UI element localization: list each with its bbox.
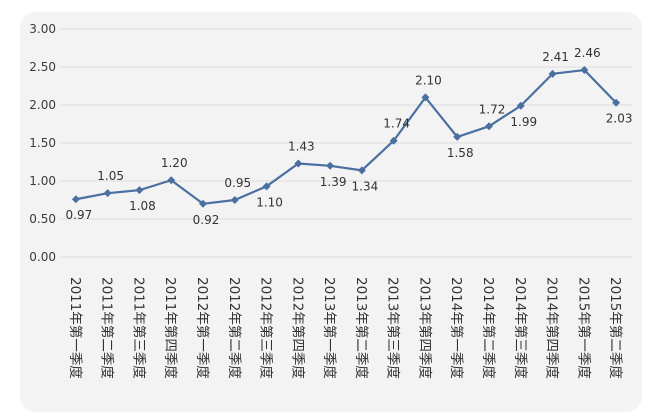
x-category-label: 2013年第二季度 xyxy=(353,277,370,379)
y-tick-label: 3.00 xyxy=(29,22,56,36)
data-value-label: 2.46 xyxy=(574,46,601,60)
x-category-label: 2011年第三季度 xyxy=(130,277,147,379)
data-point-marker xyxy=(104,189,112,197)
x-category-label: 2015年第一季度 xyxy=(575,277,592,379)
data-value-label: 0.95 xyxy=(224,176,251,190)
data-value-label: 2.41 xyxy=(542,50,569,64)
data-value-label: 1.43 xyxy=(288,140,315,154)
data-point-marker xyxy=(135,186,143,194)
x-category-label: 2014年第四季度 xyxy=(544,277,561,379)
data-value-label: 1.10 xyxy=(256,195,283,209)
line-chart: 0.000.501.001.502.002.503.00 2011年第一季度 20… xyxy=(20,12,642,412)
data-value-label: 2.10 xyxy=(415,73,442,87)
x-category-label: 2011年第一季度 xyxy=(67,277,84,379)
data-value-label: 1.99 xyxy=(510,115,537,129)
data-value-label: 1.34 xyxy=(352,179,379,193)
data-point-marker xyxy=(72,195,80,203)
data-value-label: 1.58 xyxy=(447,146,474,160)
data-point-marker xyxy=(231,196,239,204)
y-tick-label: 1.00 xyxy=(29,174,56,188)
x-category-label: 2012年第四季度 xyxy=(289,277,306,379)
x-category-label: 2014年第三季度 xyxy=(512,277,529,379)
x-category-label: 2013年第四季度 xyxy=(416,277,433,379)
x-category-label: 2014年第一季度 xyxy=(448,277,465,379)
chart-panel: 0.00 0.50 1.00 1.50 2.00 2.50 3.00 2011年第一季度 20… xyxy=(20,12,642,412)
data-value-label: 1.20 xyxy=(161,156,188,170)
y-tick-label: 1.50 xyxy=(29,136,56,150)
data-value-label: 1.72 xyxy=(479,102,506,116)
x-axis-categories: 2011年第一季度 2011年第二季度 2011年第三季度 2011年第四季度 2012… xyxy=(67,277,624,379)
data-value-label: 1.39 xyxy=(320,175,347,189)
data-point-marker xyxy=(326,162,334,170)
data-labels: 0.97 1.05 1.08 1.20 0.92 0.95 1.10 1.43 1.39 1.34… xyxy=(66,46,633,227)
x-category-label: 2012年第二季度 xyxy=(226,277,243,379)
x-category-label: 2012年第一季度 xyxy=(194,277,211,379)
x-category-label: 2013年第三季度 xyxy=(385,277,402,379)
x-category-label: 2011年第二季度 xyxy=(99,277,116,379)
data-value-label: 1.05 xyxy=(97,169,124,183)
data-value-label: 0.97 xyxy=(66,208,93,222)
data-value-label: 1.08 xyxy=(129,199,156,213)
y-tick-label: 2.00 xyxy=(29,98,56,112)
data-value-label: 1.74 xyxy=(383,117,410,131)
data-value-label: 0.92 xyxy=(193,213,220,227)
y-axis-ticks: 0.00 0.50 1.00 1.50 2.00 2.50 3.00 xyxy=(29,22,56,264)
y-tick-label: 2.50 xyxy=(29,60,56,74)
x-category-label: 2011年第四季度 xyxy=(162,277,179,379)
x-category-label: 2013年第一季度 xyxy=(321,277,338,379)
y-tick-label: 0.50 xyxy=(29,212,56,226)
x-category-label: 2015年第二季度 xyxy=(607,277,624,379)
data-value-label: 2.03 xyxy=(606,112,633,126)
x-category-label: 2012年第三季度 xyxy=(258,277,275,379)
x-category-label: 2014年第二季度 xyxy=(480,277,497,379)
y-tick-label: 0.00 xyxy=(29,250,56,264)
